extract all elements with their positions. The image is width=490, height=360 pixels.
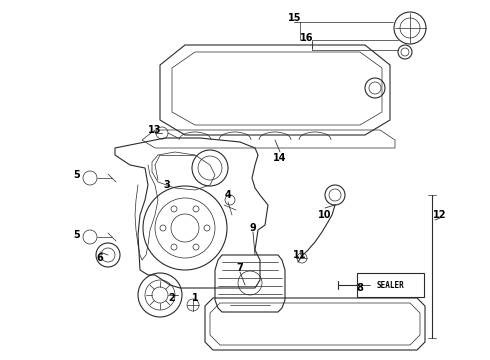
Text: 1: 1 bbox=[192, 293, 198, 303]
Text: 11: 11 bbox=[293, 250, 307, 260]
Text: 10: 10 bbox=[318, 210, 332, 220]
Text: 5: 5 bbox=[74, 230, 80, 240]
Text: 12: 12 bbox=[433, 210, 447, 220]
Text: 2: 2 bbox=[169, 293, 175, 303]
Text: 5: 5 bbox=[74, 170, 80, 180]
Text: 16: 16 bbox=[300, 33, 314, 43]
Text: 8: 8 bbox=[357, 283, 364, 293]
Text: 13: 13 bbox=[148, 125, 162, 135]
Text: 6: 6 bbox=[97, 253, 103, 263]
Text: 9: 9 bbox=[249, 223, 256, 233]
Text: 15: 15 bbox=[288, 13, 302, 23]
Text: 7: 7 bbox=[237, 263, 244, 273]
Text: 14: 14 bbox=[273, 153, 287, 163]
Text: 4: 4 bbox=[224, 190, 231, 200]
Text: SEALER: SEALER bbox=[376, 280, 404, 289]
Text: 3: 3 bbox=[164, 180, 171, 190]
